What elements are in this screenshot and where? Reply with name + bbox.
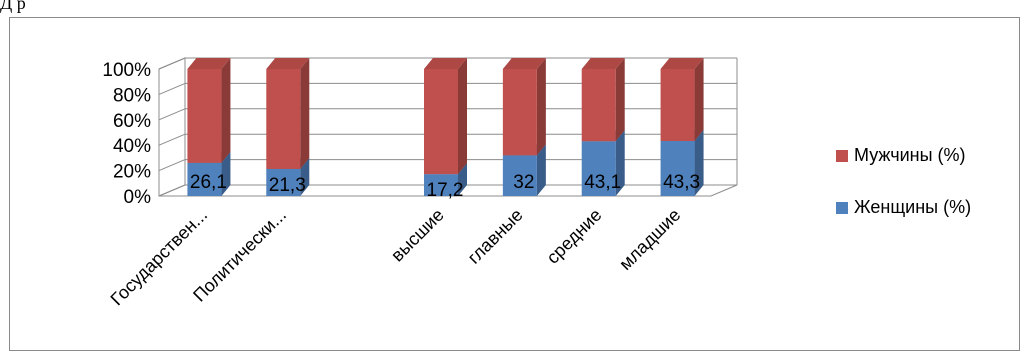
bar-segment-women-side <box>458 163 467 196</box>
bar-segment-men-side <box>458 58 467 175</box>
bar-segment-men-side <box>221 58 231 163</box>
x-category-label: средние <box>543 205 606 268</box>
bar-series <box>187 58 704 196</box>
x-category-label: высшие <box>387 205 448 266</box>
bar-segment-women <box>266 168 301 196</box>
bar-segment-men-top <box>660 58 704 69</box>
bar-segment-men <box>581 69 616 142</box>
bar-segment-men-side <box>300 58 310 169</box>
x-axis-category-labels: Государствен...Политически... высшие главн… <box>107 205 685 310</box>
gridline-side <box>158 133 186 146</box>
bar-segment-women-side <box>536 144 546 196</box>
bar-segment-men <box>502 69 537 156</box>
y-tick-label: 60% <box>113 111 151 132</box>
gridline-side <box>158 82 186 95</box>
bar-segment-women-side <box>300 157 310 196</box>
y-tick-label: 0% <box>124 187 152 208</box>
bar-segment-women <box>424 174 458 196</box>
x-category-label: младшие <box>615 205 684 274</box>
bar-segment-men-top <box>502 58 546 69</box>
bar-segment-men-top <box>187 58 231 69</box>
bar-segment-women-side <box>615 130 625 196</box>
bar-segment-women <box>660 141 695 196</box>
y-tick-label: 40% <box>113 136 151 157</box>
chart-frame <box>9 17 1020 351</box>
bar-segment-women-side <box>221 151 231 196</box>
bar-segment-men <box>266 69 301 169</box>
legend-label-women: Женщины (%) <box>854 197 971 217</box>
legend-swatch-men <box>836 150 848 162</box>
data-label-women: 17,2 <box>427 180 464 201</box>
bar-segment-men-top <box>266 58 310 69</box>
chart-legend: Мужчины (%) Женщины (%) <box>836 145 971 217</box>
x-category-label: главные <box>464 205 527 268</box>
data-label-women: 21,3 <box>269 175 306 196</box>
bar-segment-women-side <box>694 130 704 196</box>
bar-segment-men <box>187 69 222 163</box>
legend-swatch-women <box>836 202 848 214</box>
legend-label-men: Мужчины (%) <box>854 145 966 165</box>
bar-segment-women <box>502 155 537 196</box>
y-tick-label: 100% <box>102 60 151 81</box>
bar-segment-men-side <box>615 58 625 142</box>
y-tick-label: 80% <box>113 85 151 106</box>
y-axis-tick-labels: 0% 20% 40% 60% 80% 100% <box>102 60 151 208</box>
bar-segment-men-side <box>694 58 704 142</box>
bar-segment-women <box>187 162 222 196</box>
gridline-side <box>158 159 186 172</box>
side-wall <box>158 57 186 197</box>
bar-segment-men <box>660 69 695 142</box>
data-label-women: 26,1 <box>190 172 227 193</box>
document-text-fragment: Д р <box>0 0 26 13</box>
bar-segment-men-side <box>536 58 546 156</box>
bar-segment-women <box>581 141 616 196</box>
bar-segment-men-top <box>424 58 467 69</box>
data-label-women: 43,3 <box>663 172 700 193</box>
bar-segment-men <box>424 69 458 175</box>
gridline-side <box>158 57 186 70</box>
bar-segment-men-top <box>581 58 625 69</box>
gridline-side <box>158 108 186 121</box>
data-labels: 26,1 21,3 17,2 32 43,1 43,3 <box>190 172 700 201</box>
y-tick-label: 20% <box>113 162 151 183</box>
data-label-women: 43,1 <box>584 172 621 193</box>
data-label-women: 32 <box>513 172 534 193</box>
